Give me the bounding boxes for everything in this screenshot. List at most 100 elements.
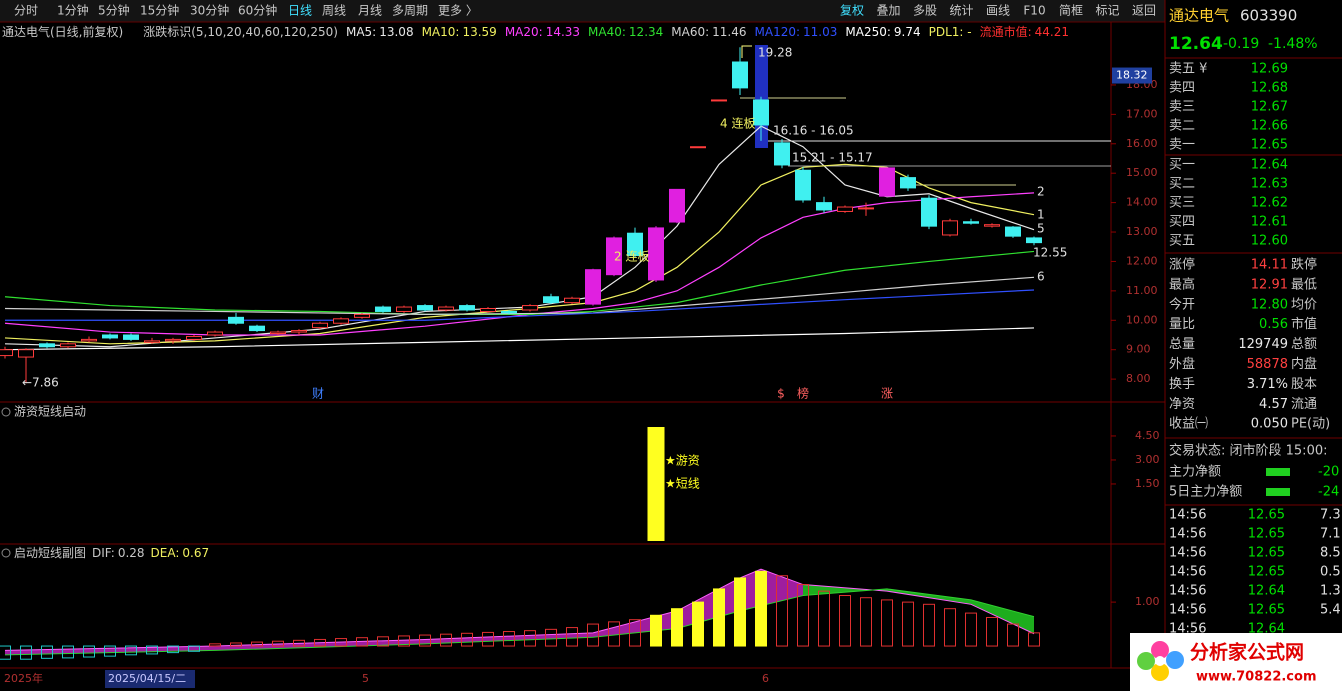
flow-label: 主力净额 [1169, 465, 1221, 480]
y-tick-label: 12.00 [1126, 254, 1158, 267]
tool-button[interactable]: 返回 [1132, 4, 1156, 18]
tool-button[interactable]: 标记 [1095, 4, 1119, 18]
date-label: 5 [362, 672, 369, 685]
tool-button[interactable]: 多股 [913, 4, 937, 18]
ma-line [4, 327, 1035, 351]
histogram-bar [398, 635, 410, 647]
status: 交易状态: 闭市阶段 15:00: [1169, 443, 1328, 459]
tool-button[interactable]: 60分钟 [238, 3, 277, 18]
annotation: 2 连板 [614, 249, 649, 264]
tool-button[interactable]: 日线 [288, 4, 312, 18]
header-item: 通达电气(日线,前复权) [2, 24, 123, 39]
histogram-bar [377, 636, 389, 647]
y-tick-label: 17.00 [1126, 107, 1158, 120]
annotation: 16.16 - 16.05 [773, 124, 854, 138]
y-tick-label: 13.00 [1126, 225, 1158, 238]
stat-value: 0.050 [1251, 417, 1288, 432]
histogram-bar [587, 623, 599, 647]
histogram-bar [797, 584, 809, 647]
header-item: 13.08 [379, 25, 413, 39]
ma-line [4, 192, 1035, 336]
histogram-bar [1007, 623, 1019, 647]
stat-label: 内盘 [1291, 356, 1317, 372]
histogram-bar [608, 621, 620, 647]
histogram-bar [671, 608, 683, 647]
histogram-bar [20, 645, 32, 660]
header-item: 9.74 [894, 25, 921, 39]
flow-bar [1266, 468, 1290, 476]
histogram-bar [545, 628, 557, 647]
flow-label: 5日主力净额 [1169, 485, 1242, 500]
histogram-bar [629, 619, 641, 647]
tool-button[interactable]: 复权 [840, 4, 864, 18]
candle-body [249, 325, 265, 332]
header-item: 流通市值: [980, 24, 1032, 39]
candle-body [1005, 226, 1021, 237]
histogram-bar [944, 608, 956, 647]
histogram-bar [524, 630, 536, 647]
petal [1151, 663, 1169, 681]
histogram-bar [104, 645, 116, 657]
histogram-bar [1028, 632, 1040, 647]
candle-body [921, 197, 937, 227]
last-price: 12.64 [1169, 34, 1223, 54]
candle-body [522, 305, 538, 311]
book-label: 买五 [1169, 234, 1195, 249]
histogram-bar [461, 632, 473, 647]
tool-button[interactable]: 5分钟 [98, 3, 130, 18]
tool-button[interactable]: 周线 [322, 4, 346, 18]
histogram-bar [482, 631, 494, 647]
y-tick-label: 16.00 [1126, 137, 1158, 150]
tool-button[interactable]: 15分钟 [140, 3, 179, 18]
tool-button[interactable]: 简框 [1059, 4, 1083, 18]
tool-button[interactable]: 多周期 [392, 4, 428, 18]
histogram-bar [0, 645, 11, 660]
histogram-bar [83, 645, 95, 658]
header-item: MA40: [588, 25, 626, 39]
trade-volume: 1.3 [1320, 584, 1341, 599]
tool-button[interactable]: F10 [1023, 4, 1045, 18]
trade-volume: 5.4 [1320, 603, 1341, 618]
book-price: 12.68 [1251, 81, 1288, 96]
histogram-bar [419, 634, 431, 647]
candle-body [375, 306, 391, 312]
trade-volume: 8.5 [1320, 546, 1341, 561]
candle-body [627, 232, 643, 257]
candle-body [564, 297, 580, 304]
candle-body [207, 331, 223, 336]
histogram-bar [251, 641, 263, 647]
tool-button[interactable]: 统计 [949, 4, 973, 18]
tool-button[interactable]: 月线 [358, 4, 382, 18]
event-tag: 榜 [797, 386, 809, 401]
candle-body [501, 310, 517, 314]
y-tick-label: 15.00 [1126, 166, 1158, 179]
trade-price: 12.65 [1248, 527, 1285, 542]
trade-time: 14:56 [1169, 527, 1206, 542]
y-tick-label: 1.00 [1135, 595, 1160, 608]
panel-icon [1, 548, 11, 558]
stat-value: 12.80 [1251, 297, 1288, 312]
tool-button[interactable]: 1分钟 [57, 3, 89, 18]
tool-button[interactable]: 更多 〉 [438, 4, 478, 18]
y-tick-label: 10.00 [1126, 313, 1158, 326]
event-tag: $ [777, 387, 785, 401]
annotation: ←7.86 [22, 376, 59, 390]
y-tick-label: 3.00 [1135, 453, 1160, 466]
histogram-bar [923, 603, 935, 647]
histogram-bar [713, 588, 725, 647]
histogram-bar [986, 616, 998, 647]
candle-body [333, 318, 349, 324]
tool-button[interactable]: 分时 [14, 4, 38, 18]
candle-body [123, 334, 139, 340]
tool-button[interactable]: 30分钟 [190, 3, 229, 18]
candle-body [858, 207, 874, 210]
tool-button[interactable]: 叠加 [876, 4, 900, 18]
histogram-bar [902, 601, 914, 647]
book-price: 12.65 [1251, 138, 1288, 153]
tool-button[interactable]: 画线 [986, 4, 1010, 18]
candle-body [438, 306, 454, 311]
header-item: 0.28 [118, 546, 145, 560]
chart-header: 通达电气(日线,前复权) 涨跌标识(5,10,20,40,60,120,250) M… [2, 24, 1069, 39]
